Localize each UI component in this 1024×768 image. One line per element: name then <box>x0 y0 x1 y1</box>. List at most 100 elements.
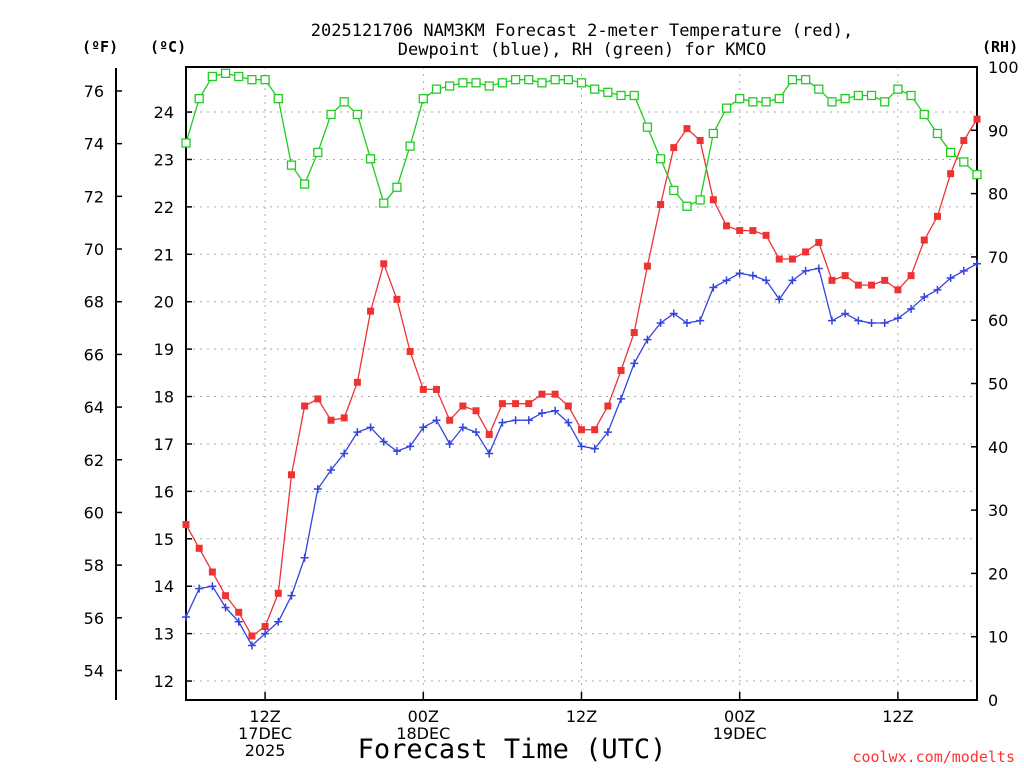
celsius-tick-label: 24 <box>154 103 174 122</box>
2-meter-temperature-point <box>208 568 216 576</box>
x-tick-label: 00Z <box>724 707 755 726</box>
chart-title-line1: 2025121706 NAM3KM Forecast 2-meter Tempe… <box>311 21 853 41</box>
dewpoint-point <box>709 283 718 292</box>
rh-point <box>181 138 191 148</box>
x-tick-label: 17DEC <box>238 724 292 743</box>
2-meter-temperature-point <box>301 402 309 410</box>
2-meter-temperature-point <box>182 521 190 529</box>
credit-text: coolwx.com/modelts <box>852 748 1015 766</box>
2-meter-temperature-point <box>274 589 282 597</box>
2-meter-temperature-point <box>657 201 665 209</box>
2-meter-temperature-point <box>446 416 454 424</box>
2-meter-temperature-point <box>907 272 915 280</box>
rh-point <box>299 179 310 189</box>
dewpoint-point <box>788 276 797 285</box>
2-meter-temperature-point <box>222 592 230 600</box>
celsius-tick-label: 17 <box>154 435 174 454</box>
2-meter-temperature-point <box>472 407 480 415</box>
2-meter-temperature-point <box>380 260 388 268</box>
celsius-tick-label: 21 <box>154 245 174 264</box>
celsius-tick-label: 16 <box>154 482 174 501</box>
2-meter-temperature-point <box>591 426 599 434</box>
rh-tick-label: 90 <box>988 121 1008 140</box>
fahrenheit-tick-label: 70 <box>84 240 104 259</box>
2-meter-temperature-point <box>854 281 862 289</box>
x-tick-label: 18DEC <box>396 724 450 743</box>
dewpoint-point <box>524 416 533 425</box>
2-meter-temperature-point <box>933 212 941 220</box>
rh-point <box>840 94 850 104</box>
rh-series <box>181 68 982 211</box>
dewpoint-point <box>590 444 599 453</box>
2-meter-temperature-point <box>340 414 348 422</box>
fahrenheit-tick-label: 72 <box>84 187 104 206</box>
dewpoint-point <box>933 285 942 294</box>
2-meter-temperature-point <box>538 390 546 398</box>
rh-point <box>800 75 811 85</box>
celsius-tick-label: 18 <box>154 388 174 407</box>
rh-point <box>365 154 376 164</box>
dewpoint-point <box>274 617 283 626</box>
rh-point <box>418 94 428 104</box>
rh-point <box>642 122 653 132</box>
rh-point <box>655 154 666 164</box>
rh-point <box>880 97 890 107</box>
rh-point <box>629 90 639 101</box>
2-meter-temperature-point <box>881 276 889 284</box>
dewpoint-point <box>458 423 467 432</box>
celsius-tick-label: 14 <box>154 577 174 596</box>
2-meter-temperature-point <box>788 255 796 263</box>
dewpoint-point <box>537 409 546 418</box>
rh-point <box>761 97 771 107</box>
rh-tick-label: 20 <box>988 564 1008 583</box>
dewpoint-point <box>801 266 810 275</box>
2-meter-temperature-point <box>762 231 770 239</box>
dewpoint-point <box>406 442 415 451</box>
rh-point <box>827 97 837 107</box>
dewpoint-point <box>208 582 217 591</box>
rh-point <box>787 75 798 85</box>
2-meter-temperature-point <box>314 395 322 403</box>
gridlines <box>186 67 977 700</box>
dewpoint-point <box>907 304 916 313</box>
fahrenheit-tick-label: 66 <box>84 345 104 364</box>
2-meter-temperature-point <box>235 608 243 616</box>
rh-point <box>247 75 257 85</box>
2-meter-temperature-point <box>261 623 269 631</box>
dewpoint-point <box>287 591 296 600</box>
rh-point <box>853 90 863 101</box>
dewpoint-point <box>472 428 481 437</box>
rh-point <box>590 84 600 94</box>
2-meter-temperature-point <box>775 255 783 263</box>
2-meter-temperature-point <box>248 632 256 640</box>
rh-point <box>669 185 679 196</box>
rh-point <box>392 182 402 192</box>
dewpoint-point <box>511 416 520 425</box>
2-meter-temperature-point <box>709 196 717 204</box>
rh-tick-label: 50 <box>988 375 1008 394</box>
dewpoint-point <box>195 584 204 593</box>
rh-point <box>576 78 587 88</box>
dewpoint-point <box>696 316 705 325</box>
dewpoint-point <box>392 447 401 456</box>
2-meter-temperature-point <box>630 329 638 337</box>
rh-point <box>919 109 929 120</box>
rh-point <box>959 157 969 167</box>
rh-point <box>932 128 943 139</box>
rh-point <box>234 71 244 82</box>
dewpoint-point <box>419 423 428 432</box>
dewpoint-point <box>867 319 876 328</box>
rh-tick-label: 0 <box>988 691 998 710</box>
dewpoint-point <box>485 449 494 458</box>
dewpoint-point <box>656 319 665 328</box>
2-meter-temperature-point <box>604 402 612 410</box>
dewpoint-point <box>762 276 771 285</box>
fahrenheit-tick-label: 74 <box>84 135 104 154</box>
2-meter-temperature-point <box>973 115 981 123</box>
dewpoint-point <box>445 439 454 448</box>
2-meter-temperature-point <box>617 366 625 374</box>
2-meter-temperature-point <box>459 402 467 410</box>
dewpoint-point <box>577 442 586 451</box>
2-meter-temperature-point <box>960 136 968 144</box>
